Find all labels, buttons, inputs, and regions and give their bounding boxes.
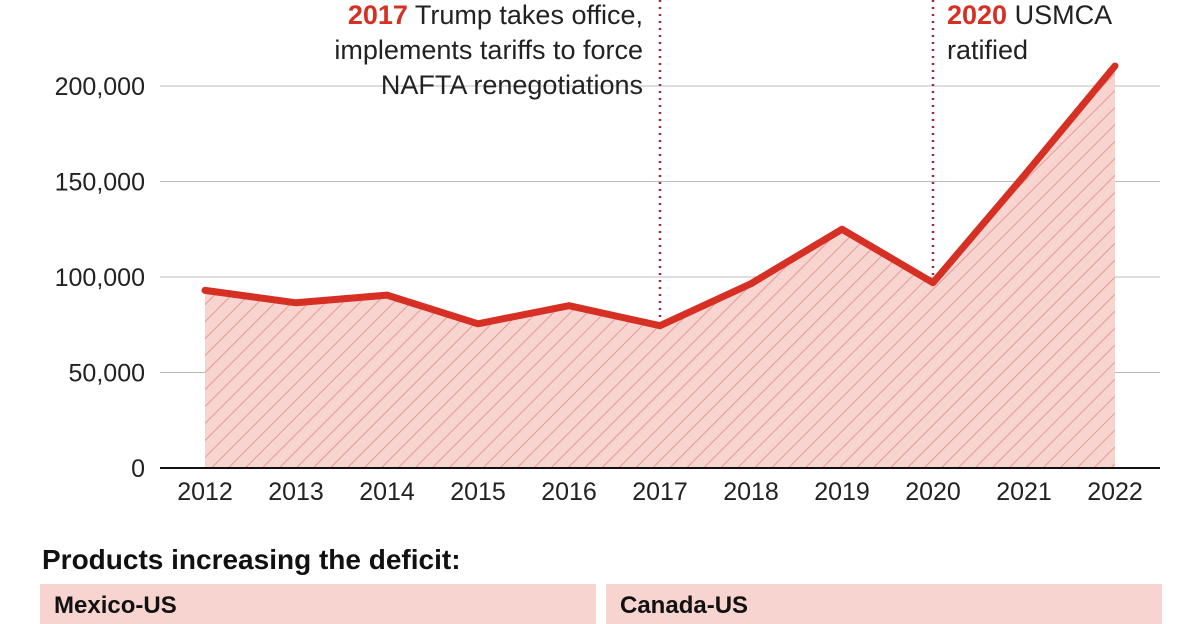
x-tick-label: 2014 — [359, 478, 415, 506]
x-tick-label: 2022 — [1087, 478, 1143, 506]
x-tick-label: 2013 — [268, 478, 324, 506]
products-heading: Products increasing the deficit: — [42, 544, 461, 576]
x-tick-label: 2018 — [723, 478, 779, 506]
x-tick-label: 2015 — [450, 478, 506, 506]
annotation-text: 2020 USMCA — [947, 0, 1112, 30]
x-tick-label: 2016 — [541, 478, 597, 506]
x-tick-label: 2019 — [814, 478, 870, 506]
x-tick-label: 2012 — [177, 478, 233, 506]
y-tick-label: 50,000 — [69, 360, 145, 388]
annotation-text: 2017 Trump takes office, — [348, 0, 643, 30]
x-tick-label: 2021 — [996, 478, 1052, 506]
mexico-us-box: Mexico-US — [40, 584, 596, 624]
y-tick-label: 200,000 — [55, 73, 145, 101]
canada-us-box: Canada-US — [606, 584, 1162, 624]
x-tick-label: 2020 — [905, 478, 961, 506]
annotation-text: NAFTA renegotiations — [381, 70, 643, 100]
y-tick-label: 100,000 — [55, 264, 145, 292]
y-tick-label: 0 — [131, 455, 145, 483]
x-tick-label: 2017 — [632, 478, 688, 506]
annotation-text: implements tariffs to force — [334, 35, 643, 65]
area-chart: 0 50,000 100,000 150,000 200,000 2017 Trump t… — [0, 0, 1200, 540]
annotation-text: ratified — [947, 35, 1028, 65]
y-tick-label: 150,000 — [55, 169, 145, 197]
